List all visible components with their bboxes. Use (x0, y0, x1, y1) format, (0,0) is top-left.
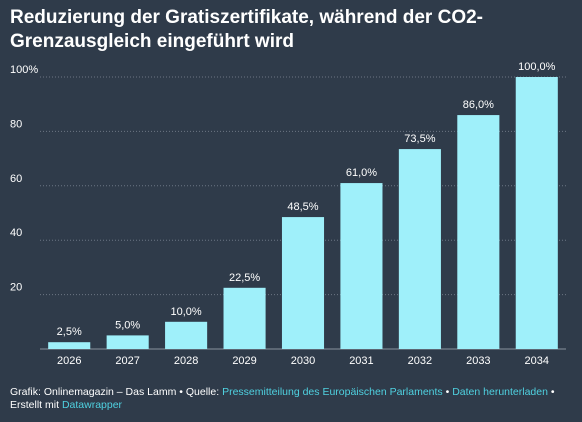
x-tick-label: 2032 (408, 355, 432, 367)
y-tick-label: 20 (10, 282, 22, 294)
data-label: 5,0% (115, 319, 140, 331)
x-tick-label: 2033 (466, 355, 490, 367)
data-label: 73,5% (404, 133, 435, 145)
data-label: 22,5% (229, 272, 260, 284)
data-label: 61,0% (346, 167, 377, 179)
footer-bullet: • (550, 386, 555, 398)
datawrapper-link[interactable]: Datawrapper (61, 399, 123, 411)
data-label: 10,0% (171, 306, 202, 318)
bar (398, 149, 441, 349)
data-label: 2,5% (57, 326, 82, 338)
data-label: 48,5% (287, 201, 318, 213)
bar (223, 287, 266, 349)
bar (515, 77, 558, 349)
bar (165, 321, 208, 349)
x-tick-label: 2029 (232, 355, 256, 367)
chart-title: Reduzierung der Gratiszertifikate, währe… (10, 7, 483, 52)
chart-footer: Grafik: Onlinemagazin – Das Lamm • Quell… (10, 386, 575, 412)
footer-source-label: Quelle: (185, 386, 220, 398)
bar (106, 335, 149, 349)
x-tick-label: 2028 (174, 355, 198, 367)
footer-created-with: Erstellt mit (10, 399, 60, 411)
data-label: 86,0% (463, 99, 494, 111)
x-tick-label: 2030 (291, 355, 315, 367)
y-tick-label: 80 (10, 118, 22, 130)
bar (457, 115, 500, 349)
x-tick-label: 2031 (349, 355, 373, 367)
download-data-link[interactable]: Daten herunterladen (452, 386, 548, 398)
footer-credit: Grafik: Onlinemagazin – Das Lamm (10, 386, 177, 398)
data-label: 100,0% (518, 61, 556, 73)
x-tick-label: 2027 (115, 355, 139, 367)
footer-bullet: • (445, 386, 450, 398)
source-link[interactable]: Pressemitteilung des Europäischen Parlam… (222, 386, 443, 398)
footer-bullet: • (179, 386, 183, 398)
x-tick-label: 2034 (525, 355, 549, 367)
bar (340, 183, 383, 349)
y-tick-label: 40 (10, 227, 22, 239)
x-tick-label: 2026 (57, 355, 81, 367)
bar (48, 342, 91, 349)
bar-chart: 20 40 60 80 100% 2,5% 2026 5,0% 2027 10,0% 2028 22,… (10, 61, 566, 367)
y-tick-label: 60 (10, 173, 22, 185)
y-tick-label: 100% (10, 64, 38, 76)
bar (281, 217, 325, 349)
